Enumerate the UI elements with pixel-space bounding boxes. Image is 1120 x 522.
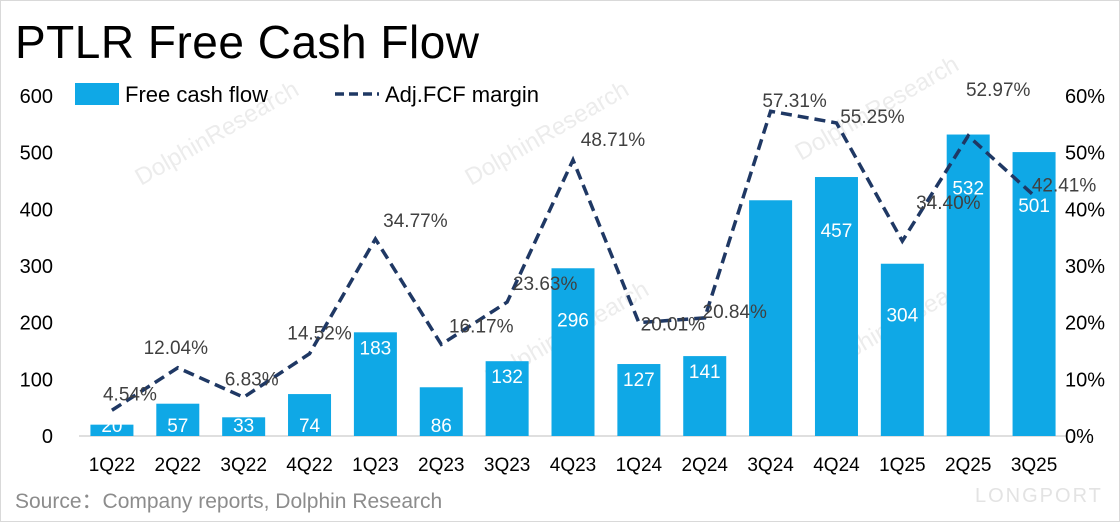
fcf-bar bbox=[485, 361, 529, 436]
fcf-margin-label: 55.25% bbox=[840, 107, 905, 128]
fcf-bar bbox=[288, 394, 332, 436]
right-axis-tick-label: 50% bbox=[1065, 143, 1105, 165]
fcf-bar bbox=[749, 200, 793, 436]
fcf-margin-label: 34.77% bbox=[383, 211, 448, 232]
fcf-bar bbox=[880, 263, 924, 436]
right-axis-tick-label: 60% bbox=[1065, 86, 1105, 108]
left-axis-tick-label: 100 bbox=[20, 369, 53, 391]
fcf-bar-label: 57 bbox=[167, 416, 188, 437]
fcf-margin-label: 52.97% bbox=[966, 80, 1031, 101]
fcf-bar-label: 74 bbox=[299, 416, 321, 437]
fcf-bar-label: 20 bbox=[101, 416, 122, 437]
fcf-bar bbox=[222, 417, 266, 436]
x-axis-tick-label: 3Q24 bbox=[747, 455, 794, 476]
legend-bar-label: Free cash flow bbox=[125, 82, 268, 107]
fcf-bar bbox=[419, 387, 463, 436]
left-axis-tick-label: 300 bbox=[20, 256, 53, 278]
right-axis-tick-label: 10% bbox=[1065, 369, 1105, 391]
fcf-bar bbox=[353, 332, 397, 436]
fcf-bar bbox=[90, 424, 134, 436]
brand-watermark: LONGPORT bbox=[975, 485, 1103, 507]
fcf-bar-label: 304 bbox=[886, 306, 918, 327]
x-axis-tick-label: 1Q24 bbox=[616, 455, 663, 476]
legend-bar-swatch bbox=[75, 83, 119, 105]
fcf-bar bbox=[617, 364, 661, 436]
fcf-bar-label: 86 bbox=[431, 416, 452, 437]
right-axis-tick-label: 0% bbox=[1065, 426, 1094, 448]
fcf-bar-label: 132 bbox=[491, 367, 523, 388]
left-axis-tick-label: 200 bbox=[20, 313, 53, 335]
right-axis-tick-label: 20% bbox=[1065, 313, 1105, 335]
fcf-bar-label: 296 bbox=[557, 310, 589, 331]
left-axis-tick-label: 600 bbox=[20, 86, 53, 108]
fcf-margin-label: 12.04% bbox=[144, 338, 209, 359]
chart-title: PTLR Free Cash Flow bbox=[15, 16, 480, 68]
fcf-bar-label: 501 bbox=[1018, 196, 1050, 217]
fcf-margin-label: 20.84% bbox=[703, 302, 768, 323]
x-axis-tick-label: 2Q22 bbox=[155, 455, 201, 476]
fcf-bar-label: 33 bbox=[233, 416, 254, 437]
fcf-margin-label: 4.54% bbox=[103, 384, 157, 405]
fcf-margin-label: 14.52% bbox=[287, 324, 352, 345]
right-axis-tick-label: 30% bbox=[1065, 256, 1105, 278]
fcf-bar bbox=[946, 134, 990, 437]
x-axis-tick-label: 1Q22 bbox=[89, 455, 135, 476]
fcf-bar bbox=[814, 177, 858, 437]
fcf-margin-label: 48.71% bbox=[581, 130, 646, 151]
left-axis-tick-label: 0 bbox=[42, 426, 53, 448]
source-note: Source：Company reports, Dolphin Research bbox=[15, 490, 443, 513]
x-axis-tick-label: 2Q24 bbox=[681, 455, 728, 476]
x-axis-tick-label: 4Q24 bbox=[813, 455, 860, 476]
x-axis-tick-label: 2Q25 bbox=[945, 455, 991, 476]
fcf-margin-label: 42.41% bbox=[1032, 176, 1097, 197]
fcf-margin-label: 57.31% bbox=[762, 91, 827, 112]
x-axis-tick-label: 3Q22 bbox=[220, 455, 266, 476]
fcf-margin-label: 20.01% bbox=[641, 315, 706, 336]
x-axis-tick-label: 1Q25 bbox=[879, 455, 925, 476]
fcf-margin-label: 6.83% bbox=[225, 369, 279, 390]
x-axis-tick-label: 2Q23 bbox=[418, 455, 464, 476]
fcf-bar bbox=[1012, 152, 1056, 436]
fcf-bar-label: 141 bbox=[689, 362, 721, 383]
legend-line-label: Adj.FCF margin bbox=[385, 82, 539, 107]
fcf-bar-label: 457 bbox=[821, 221, 853, 242]
fcf-bar bbox=[683, 356, 727, 436]
x-axis-tick-label: 3Q25 bbox=[1011, 455, 1057, 476]
right-axis-tick-label: 40% bbox=[1065, 199, 1105, 221]
fcf-margin-label: 16.17% bbox=[449, 316, 514, 337]
chart-area: DolphinResearch DolphinResearch DolphinRes… bbox=[20, 51, 1106, 476]
left-axis-tick-label: 500 bbox=[20, 143, 53, 165]
fcf-bar bbox=[551, 268, 595, 436]
x-axis-tick-label: 4Q23 bbox=[550, 455, 596, 476]
left-axis-tick-label: 400 bbox=[20, 199, 53, 221]
fcf-margin-line bbox=[110, 109, 1036, 412]
fcf-bar bbox=[156, 403, 200, 436]
x-axis-tick-label: 4Q22 bbox=[286, 455, 332, 476]
fcf-bar-label: 183 bbox=[360, 338, 392, 359]
fcf-margin-label: 23.63% bbox=[513, 274, 578, 295]
x-axis-tick-label: 1Q23 bbox=[352, 455, 398, 476]
fcf-margin-label: 34.40% bbox=[916, 193, 981, 214]
fcf-bar-label: 127 bbox=[623, 370, 655, 391]
fcf-bar-label: 532 bbox=[952, 179, 984, 200]
x-axis-tick-label: 3Q23 bbox=[484, 455, 530, 476]
